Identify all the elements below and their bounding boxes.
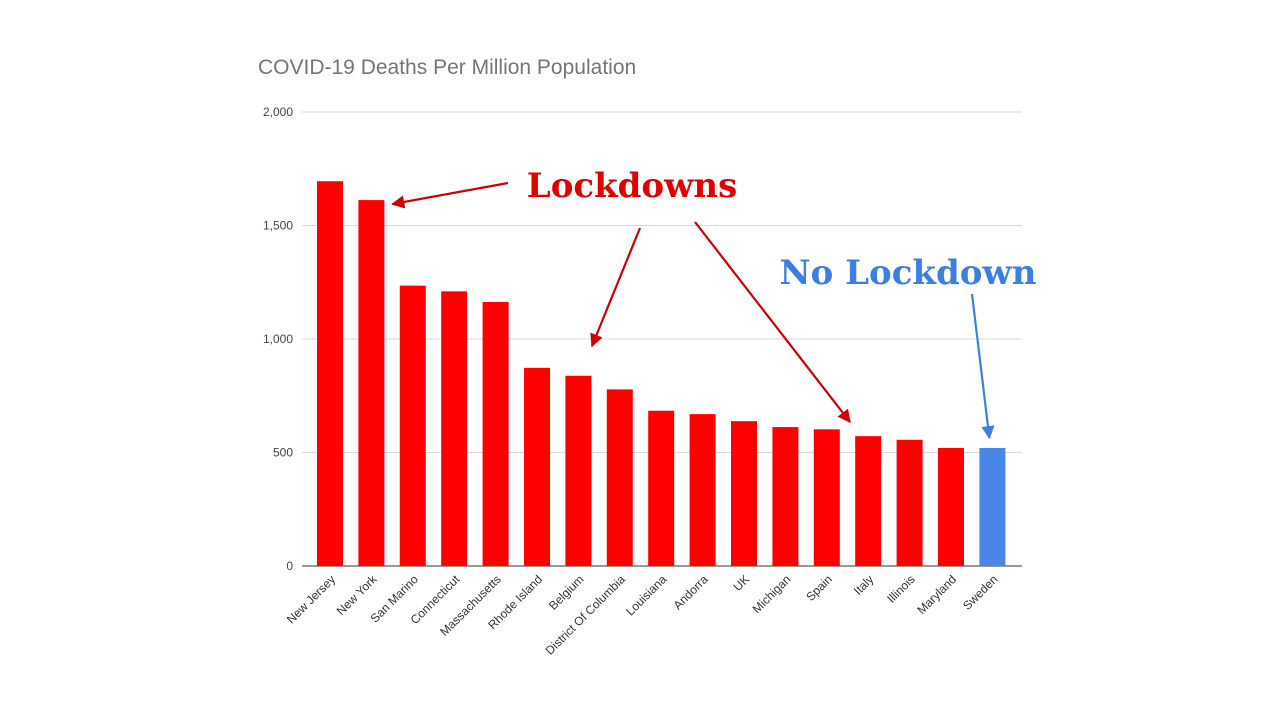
bar-san-marino: [399, 285, 426, 566]
x-tick-label: UK: [730, 572, 752, 594]
x-tick-label: Louisiana: [623, 572, 669, 618]
annotation-lockdowns: Lockdowns: [527, 166, 737, 206]
bar-new-jersey: [317, 181, 343, 567]
bar-italy: [855, 436, 882, 566]
annotation-no-lockdown: No Lockdown: [780, 253, 1037, 293]
x-tick-label: New Jersey: [284, 572, 338, 626]
annotation-arrow-no-lockdown: [970, 293, 995, 440]
y-tick-label: 0: [286, 559, 293, 573]
bar-spain: [813, 429, 840, 566]
bar-illinois: [896, 439, 923, 566]
bars: [317, 181, 1006, 567]
x-tick-label: Andorra: [671, 572, 711, 612]
x-tick-label: Illinois: [884, 572, 917, 605]
bar-andorra: [689, 414, 716, 566]
annotation-arrow-lockdowns: [391, 181, 509, 209]
x-tick-label: Sweden: [960, 572, 1001, 613]
bar-connecticut: [441, 291, 468, 566]
bar-maryland: [938, 447, 964, 566]
bar-michigan: [772, 427, 799, 566]
x-tick-label: District Of Columbia: [543, 572, 629, 658]
y-tick-label: 1,000: [263, 332, 293, 346]
chart-title: COVID-19 Deaths Per Million Population: [258, 56, 636, 79]
annotation-arrow-lockdowns: [590, 227, 642, 348]
x-tick-label: Michigan: [750, 572, 794, 616]
bar-sweden: [979, 447, 1006, 566]
x-tick-label: Spain: [803, 572, 835, 604]
x-tick-label: Italy: [851, 572, 876, 597]
bar-belgium: [565, 375, 592, 566]
annotation-arrow-lockdowns: [694, 221, 851, 424]
annotations: Lockdowns No Lockdown: [391, 166, 1037, 440]
bar-district-of-columbia: [606, 389, 633, 566]
y-tick-label: 2,000: [263, 105, 293, 119]
bar-uk: [731, 421, 757, 566]
x-tick-label: Maryland: [914, 572, 959, 617]
bar-massachusetts: [482, 301, 509, 566]
y-tick-label: 1,500: [263, 219, 293, 233]
y-axis-ticks: 0 500 1,000 1,500 2,000: [263, 105, 293, 573]
bar-new-york: [358, 200, 385, 567]
y-tick-label: 500: [273, 446, 293, 460]
bar-louisiana: [648, 410, 675, 566]
x-tick-label: Belgium: [546, 572, 587, 613]
bar-rhode-island: [524, 367, 550, 566]
